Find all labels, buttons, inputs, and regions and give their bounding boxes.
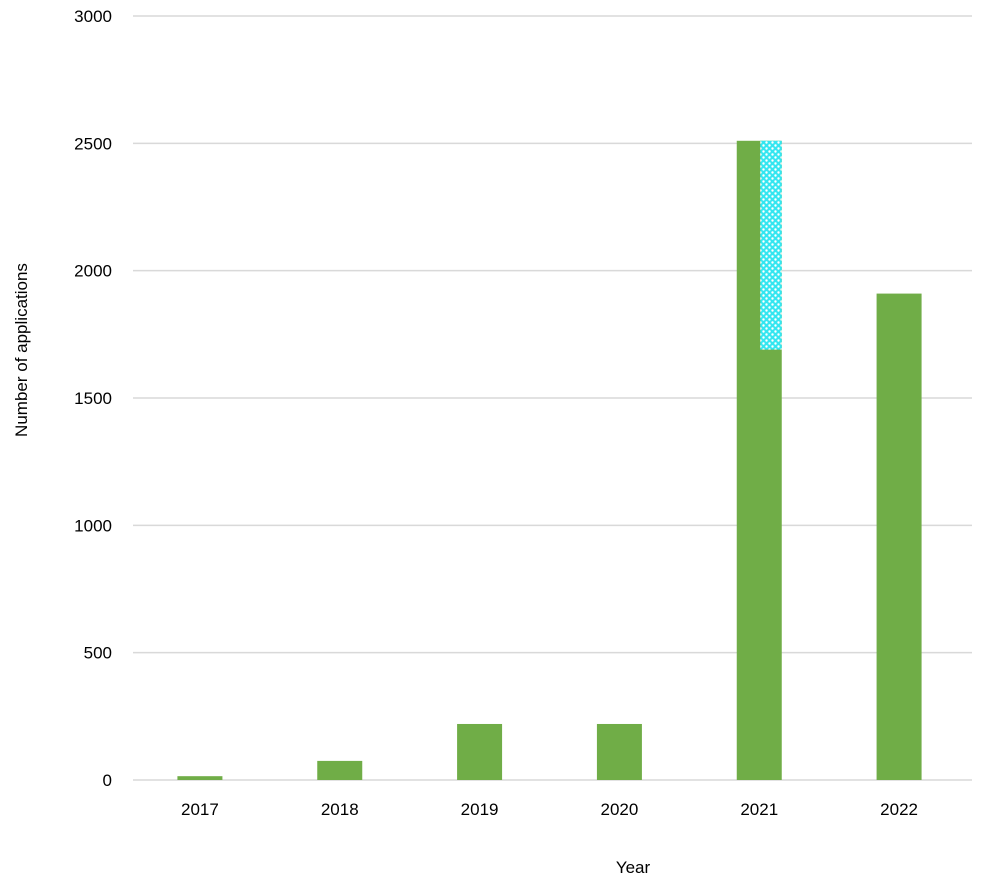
x-axis-title: Year — [616, 858, 651, 877]
bar-2021-overlay — [760, 140, 782, 350]
bar-2017 — [177, 776, 223, 780]
bar-2019 — [457, 723, 503, 780]
y-tick-label: 2000 — [74, 262, 112, 281]
x-axis-ticks: 2017 2018 2019 2020 2021 2022 — [181, 800, 918, 819]
bar-2022 — [876, 293, 922, 780]
y-tick-label: 3000 — [74, 7, 112, 26]
y-tick-label: 1000 — [74, 516, 112, 535]
y-tick-label: 1500 — [74, 389, 112, 408]
bar-2020 — [596, 723, 642, 780]
x-tick-label: 2017 — [181, 800, 219, 819]
y-tick-label: 2500 — [74, 134, 112, 153]
x-tick-label: 2019 — [461, 800, 499, 819]
x-tick-label: 2021 — [740, 800, 778, 819]
y-tick-label: 0 — [103, 771, 112, 790]
gridlines — [133, 15, 972, 781]
y-axis-title: Number of applications — [12, 263, 31, 437]
x-tick-label: 2020 — [601, 800, 639, 819]
bars — [177, 140, 922, 780]
x-tick-label: 2018 — [321, 800, 359, 819]
y-tick-label: 500 — [84, 644, 112, 663]
bar-2018 — [317, 760, 363, 780]
x-tick-label: 2022 — [880, 800, 918, 819]
y-axis-ticks: 0 500 1000 1500 2000 2500 3000 — [74, 7, 112, 790]
